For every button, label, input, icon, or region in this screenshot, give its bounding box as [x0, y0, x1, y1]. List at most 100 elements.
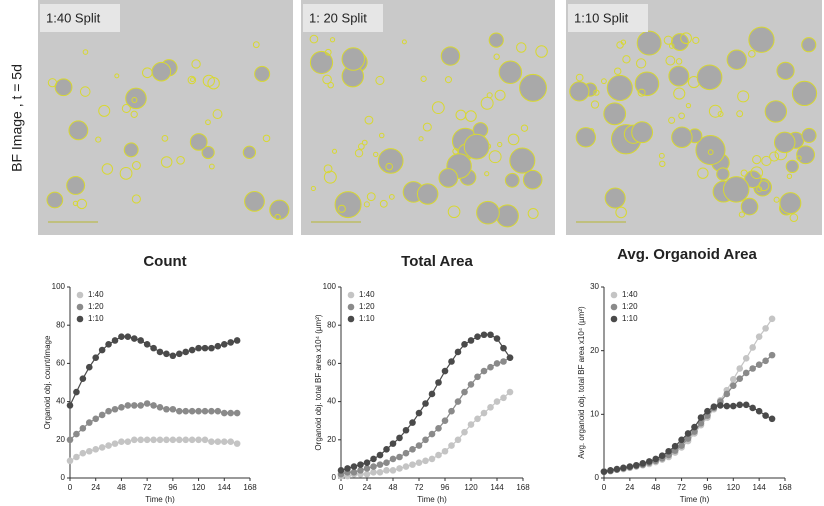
y-tick-label: 30	[590, 282, 599, 291]
data-point	[79, 425, 87, 432]
organoid	[776, 61, 795, 80]
organoid	[252, 41, 260, 49]
organoid	[364, 115, 374, 125]
legend-label: 1:40	[88, 290, 104, 299]
data-point	[415, 459, 423, 467]
data-point	[762, 325, 769, 332]
organoid	[494, 89, 506, 101]
legend-marker	[610, 315, 618, 323]
x-tick-label: 48	[117, 483, 126, 492]
legend-marker	[347, 291, 355, 299]
panel-label-box	[303, 4, 383, 32]
organoid	[769, 151, 780, 162]
x-tick-label: 72	[143, 483, 152, 492]
organoid	[420, 75, 427, 82]
data-point	[137, 402, 145, 409]
legend-label: 1:20	[88, 302, 104, 311]
data-point	[633, 461, 640, 469]
organoid	[801, 127, 817, 144]
data-point	[357, 467, 364, 474]
organoid	[201, 145, 215, 160]
data-point	[111, 440, 119, 447]
data-point	[376, 451, 384, 459]
organoid	[636, 30, 662, 56]
organoid	[708, 104, 722, 118]
data-point	[768, 415, 776, 423]
organoid	[509, 147, 536, 174]
organoid	[726, 49, 747, 70]
legend-marker	[347, 303, 355, 311]
data-point	[396, 434, 403, 442]
panel-label-box	[568, 4, 648, 32]
data-point	[201, 436, 209, 444]
data-point	[208, 407, 215, 415]
organoid	[444, 76, 453, 84]
data-point	[111, 405, 119, 413]
organoid	[748, 26, 775, 53]
data-point	[389, 467, 397, 474]
organoid	[801, 37, 817, 53]
x-tick-label: 120	[464, 483, 478, 492]
data-point	[467, 381, 475, 388]
data-point	[697, 419, 705, 427]
data-point	[233, 409, 241, 417]
y-tick-label: 0	[61, 473, 66, 482]
data-point	[130, 436, 138, 444]
organoid	[658, 152, 665, 159]
y-tick-label: 20	[590, 346, 599, 355]
data-point	[220, 341, 228, 348]
data-point	[220, 409, 228, 417]
x-axis-label: Time (h)	[145, 495, 175, 504]
data-point	[233, 337, 241, 344]
organoid	[519, 73, 547, 102]
data-point	[422, 457, 429, 465]
data-point	[175, 436, 183, 444]
data-point	[156, 404, 164, 411]
organoid	[675, 58, 683, 65]
data-point	[736, 375, 744, 382]
data-point	[755, 361, 763, 368]
legend-label: 1:20	[359, 302, 375, 311]
organoid	[212, 109, 223, 120]
organoid	[758, 180, 770, 192]
row-label: BF Image , t = 5d	[9, 64, 25, 172]
organoid	[327, 81, 334, 89]
x-tick-label: 168	[243, 483, 257, 492]
data-point	[506, 388, 514, 396]
x-tick-label: 72	[677, 483, 686, 492]
organoid	[309, 34, 319, 44]
organoid	[121, 103, 131, 114]
data-point	[105, 442, 112, 449]
data-point	[376, 468, 384, 476]
organoid	[329, 37, 336, 43]
data-point	[474, 373, 481, 381]
organoid	[373, 151, 379, 158]
data-point	[639, 460, 647, 467]
y-axis-label: Organoid obj. total BF area x10⁴ (µm²)	[314, 314, 323, 450]
organoid	[98, 104, 111, 117]
data-point	[73, 453, 80, 461]
data-point	[92, 354, 100, 361]
legend-label: 1:10	[622, 314, 638, 323]
organoid	[131, 160, 141, 170]
legend-marker	[347, 315, 355, 323]
organoid	[773, 131, 796, 154]
panel-label: 1:40 Split	[46, 10, 101, 25]
organoid	[600, 78, 607, 85]
organoid	[47, 78, 58, 88]
x-tick-label: 168	[516, 483, 530, 492]
organoid	[379, 199, 388, 208]
data-point	[344, 465, 351, 472]
data-point	[474, 333, 481, 340]
organoid	[363, 201, 370, 208]
data-point	[105, 407, 112, 415]
data-point	[227, 438, 235, 446]
data-point	[227, 339, 235, 346]
data-point	[182, 407, 190, 415]
data-point	[201, 407, 209, 415]
data-point	[73, 430, 80, 438]
x-tick-label: 168	[778, 483, 792, 492]
organoid	[575, 73, 584, 82]
organoid	[438, 168, 459, 188]
data-point	[493, 360, 501, 367]
